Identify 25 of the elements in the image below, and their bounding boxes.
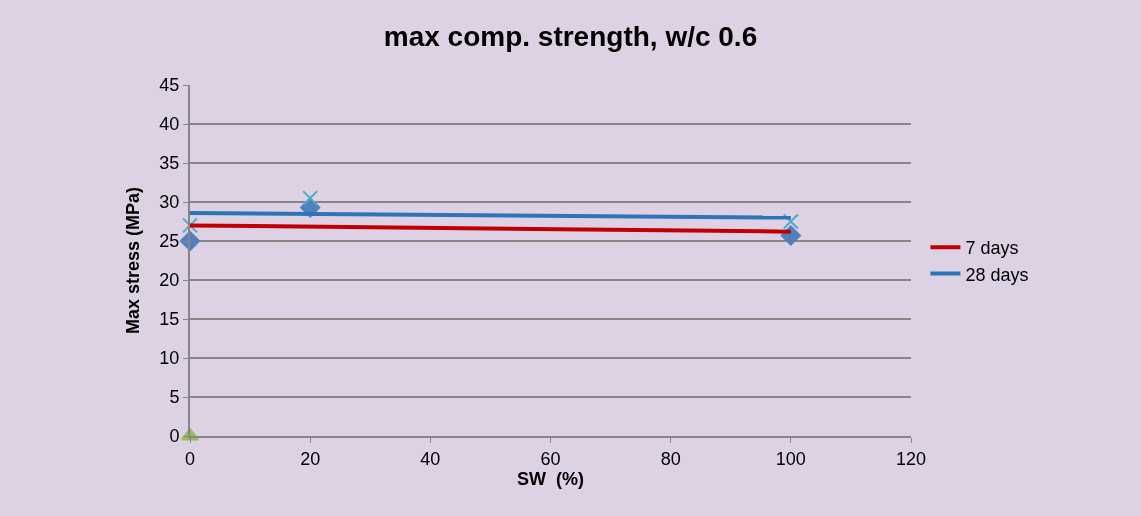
x-tick-label: 120 — [895, 448, 927, 469]
x-tick-label: 0 — [184, 448, 196, 469]
y-tick-label: 40 — [159, 114, 180, 135]
x-tick-label: 100 — [775, 448, 806, 469]
x-axis-title: SW (%) — [517, 468, 584, 489]
y-axis-title: Max stress (MPa) — [123, 186, 144, 335]
x-tick-label: 80 — [660, 448, 681, 469]
point — [182, 217, 198, 234]
y-tick-label: 5 — [169, 387, 180, 408]
y-tick-label: 20 — [159, 270, 180, 291]
y-tick-label: 25 — [159, 231, 180, 252]
point — [782, 213, 799, 230]
x-tick-label: 60 — [540, 448, 561, 469]
chart-title: max comp. strength, w/c 0.6 — [383, 20, 758, 52]
y-tick-label: 15 — [159, 309, 180, 330]
point — [302, 190, 319, 207]
legend-label: 7 days — [965, 238, 1019, 259]
y-tick-label: 30 — [159, 192, 180, 213]
legend-label: 28 days — [965, 264, 1029, 285]
y-tick-label: 0 — [169, 426, 180, 447]
y-tick-label: 35 — [159, 153, 180, 174]
x-tick-label: 40 — [420, 448, 441, 469]
y-tick-label: 10 — [159, 348, 180, 369]
x-tick-label: 20 — [300, 448, 321, 469]
y-tick-label: 45 — [159, 75, 180, 96]
